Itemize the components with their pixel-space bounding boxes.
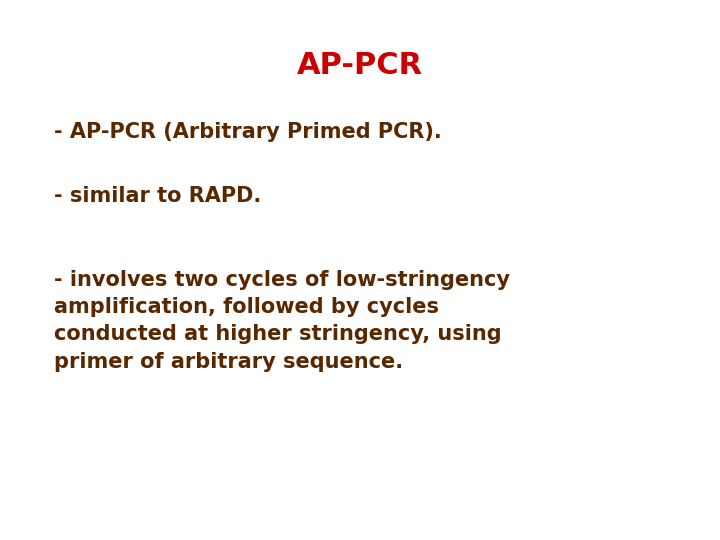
Text: - AP-PCR (Arbitrary Primed PCR).: - AP-PCR (Arbitrary Primed PCR). (54, 122, 442, 141)
Text: AP-PCR: AP-PCR (297, 51, 423, 80)
Text: - similar to RAPD.: - similar to RAPD. (54, 186, 261, 206)
Text: - involves two cycles of low-stringency
amplification, followed by cycles
conduc: - involves two cycles of low-stringency … (54, 270, 510, 372)
